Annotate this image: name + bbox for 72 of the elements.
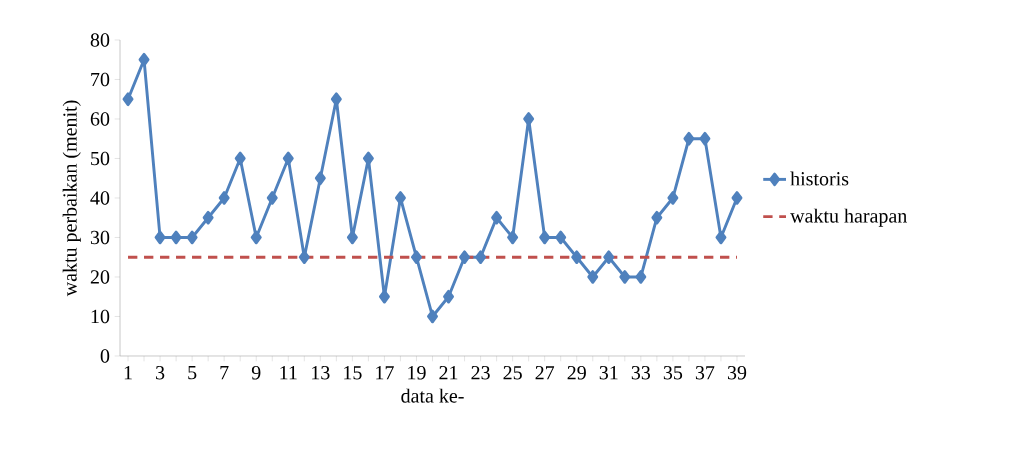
x-tick-label: 23 — [471, 366, 490, 380]
x-tick-label: 33 — [631, 366, 651, 380]
x-tick-label: 17 — [376, 366, 394, 380]
point — [603, 250, 615, 265]
x-tick-label: 29 — [567, 366, 586, 380]
x-tick-label: 3 — [156, 366, 165, 380]
legend-label: waktu harapan — [790, 208, 908, 227]
point — [170, 230, 182, 245]
point — [571, 250, 583, 265]
y-tick-label: 60 — [90, 112, 110, 126]
point — [715, 230, 727, 245]
point — [651, 210, 663, 225]
point — [507, 230, 519, 245]
x-tick-label: 19 — [408, 366, 426, 380]
legend-label: historis — [790, 171, 849, 186]
point — [362, 151, 374, 166]
y-tick-label: 70 — [91, 72, 110, 87]
x-tick-label: 27 — [535, 366, 555, 380]
x-tick-label: 35 — [663, 366, 683, 380]
point — [266, 191, 278, 205]
point — [699, 131, 711, 146]
x-tick-label: 1 — [124, 366, 132, 380]
point — [683, 131, 695, 146]
point — [731, 191, 743, 205]
x-tick-label: 5 — [188, 366, 197, 380]
point — [218, 191, 230, 205]
point — [459, 250, 471, 265]
point — [234, 151, 246, 166]
point — [154, 230, 166, 245]
point — [443, 289, 454, 304]
point — [619, 270, 631, 284]
point — [475, 250, 487, 265]
point — [394, 191, 406, 205]
point — [539, 230, 551, 245]
y-tick-label: 30 — [90, 230, 110, 245]
x-tick-label: 39 — [727, 366, 747, 380]
x-tick-label: 7 — [220, 366, 229, 380]
point — [122, 92, 134, 107]
point — [378, 289, 390, 304]
point — [427, 309, 438, 324]
point — [346, 230, 358, 245]
point — [202, 210, 214, 225]
x-tick-label: 9 — [251, 366, 261, 380]
point — [523, 112, 535, 126]
x-tick-label: 25 — [503, 366, 522, 380]
x-tick-label: 11 — [280, 366, 297, 380]
y-axis-title: waktu perbaikan (menit) — [62, 100, 81, 297]
point — [491, 210, 503, 225]
point — [411, 250, 422, 265]
point — [635, 270, 647, 284]
y-tick-label: 80 — [90, 33, 110, 47]
y-tick-label: 20 — [90, 270, 110, 284]
y-tick-label: 10 — [91, 309, 110, 324]
y-tick-label: 50 — [91, 151, 110, 166]
x-axis-title: data ke- — [401, 388, 464, 403]
x-tick-label: 13 — [312, 366, 330, 380]
x-tick-label: 21 — [439, 366, 458, 380]
point — [186, 230, 198, 245]
x-tick-label: 15 — [344, 366, 362, 380]
point — [250, 230, 262, 245]
point — [587, 270, 599, 284]
y-tick-label: 0 — [100, 349, 110, 363]
point — [555, 230, 567, 245]
point — [667, 191, 679, 205]
point — [282, 151, 294, 166]
point — [298, 250, 310, 265]
x-tick-label: 37 — [695, 366, 715, 380]
point — [314, 171, 326, 186]
point — [330, 92, 342, 107]
point — [138, 52, 150, 67]
x-tick-label: 31 — [599, 366, 618, 380]
y-tick-label: 40 — [90, 191, 110, 205]
